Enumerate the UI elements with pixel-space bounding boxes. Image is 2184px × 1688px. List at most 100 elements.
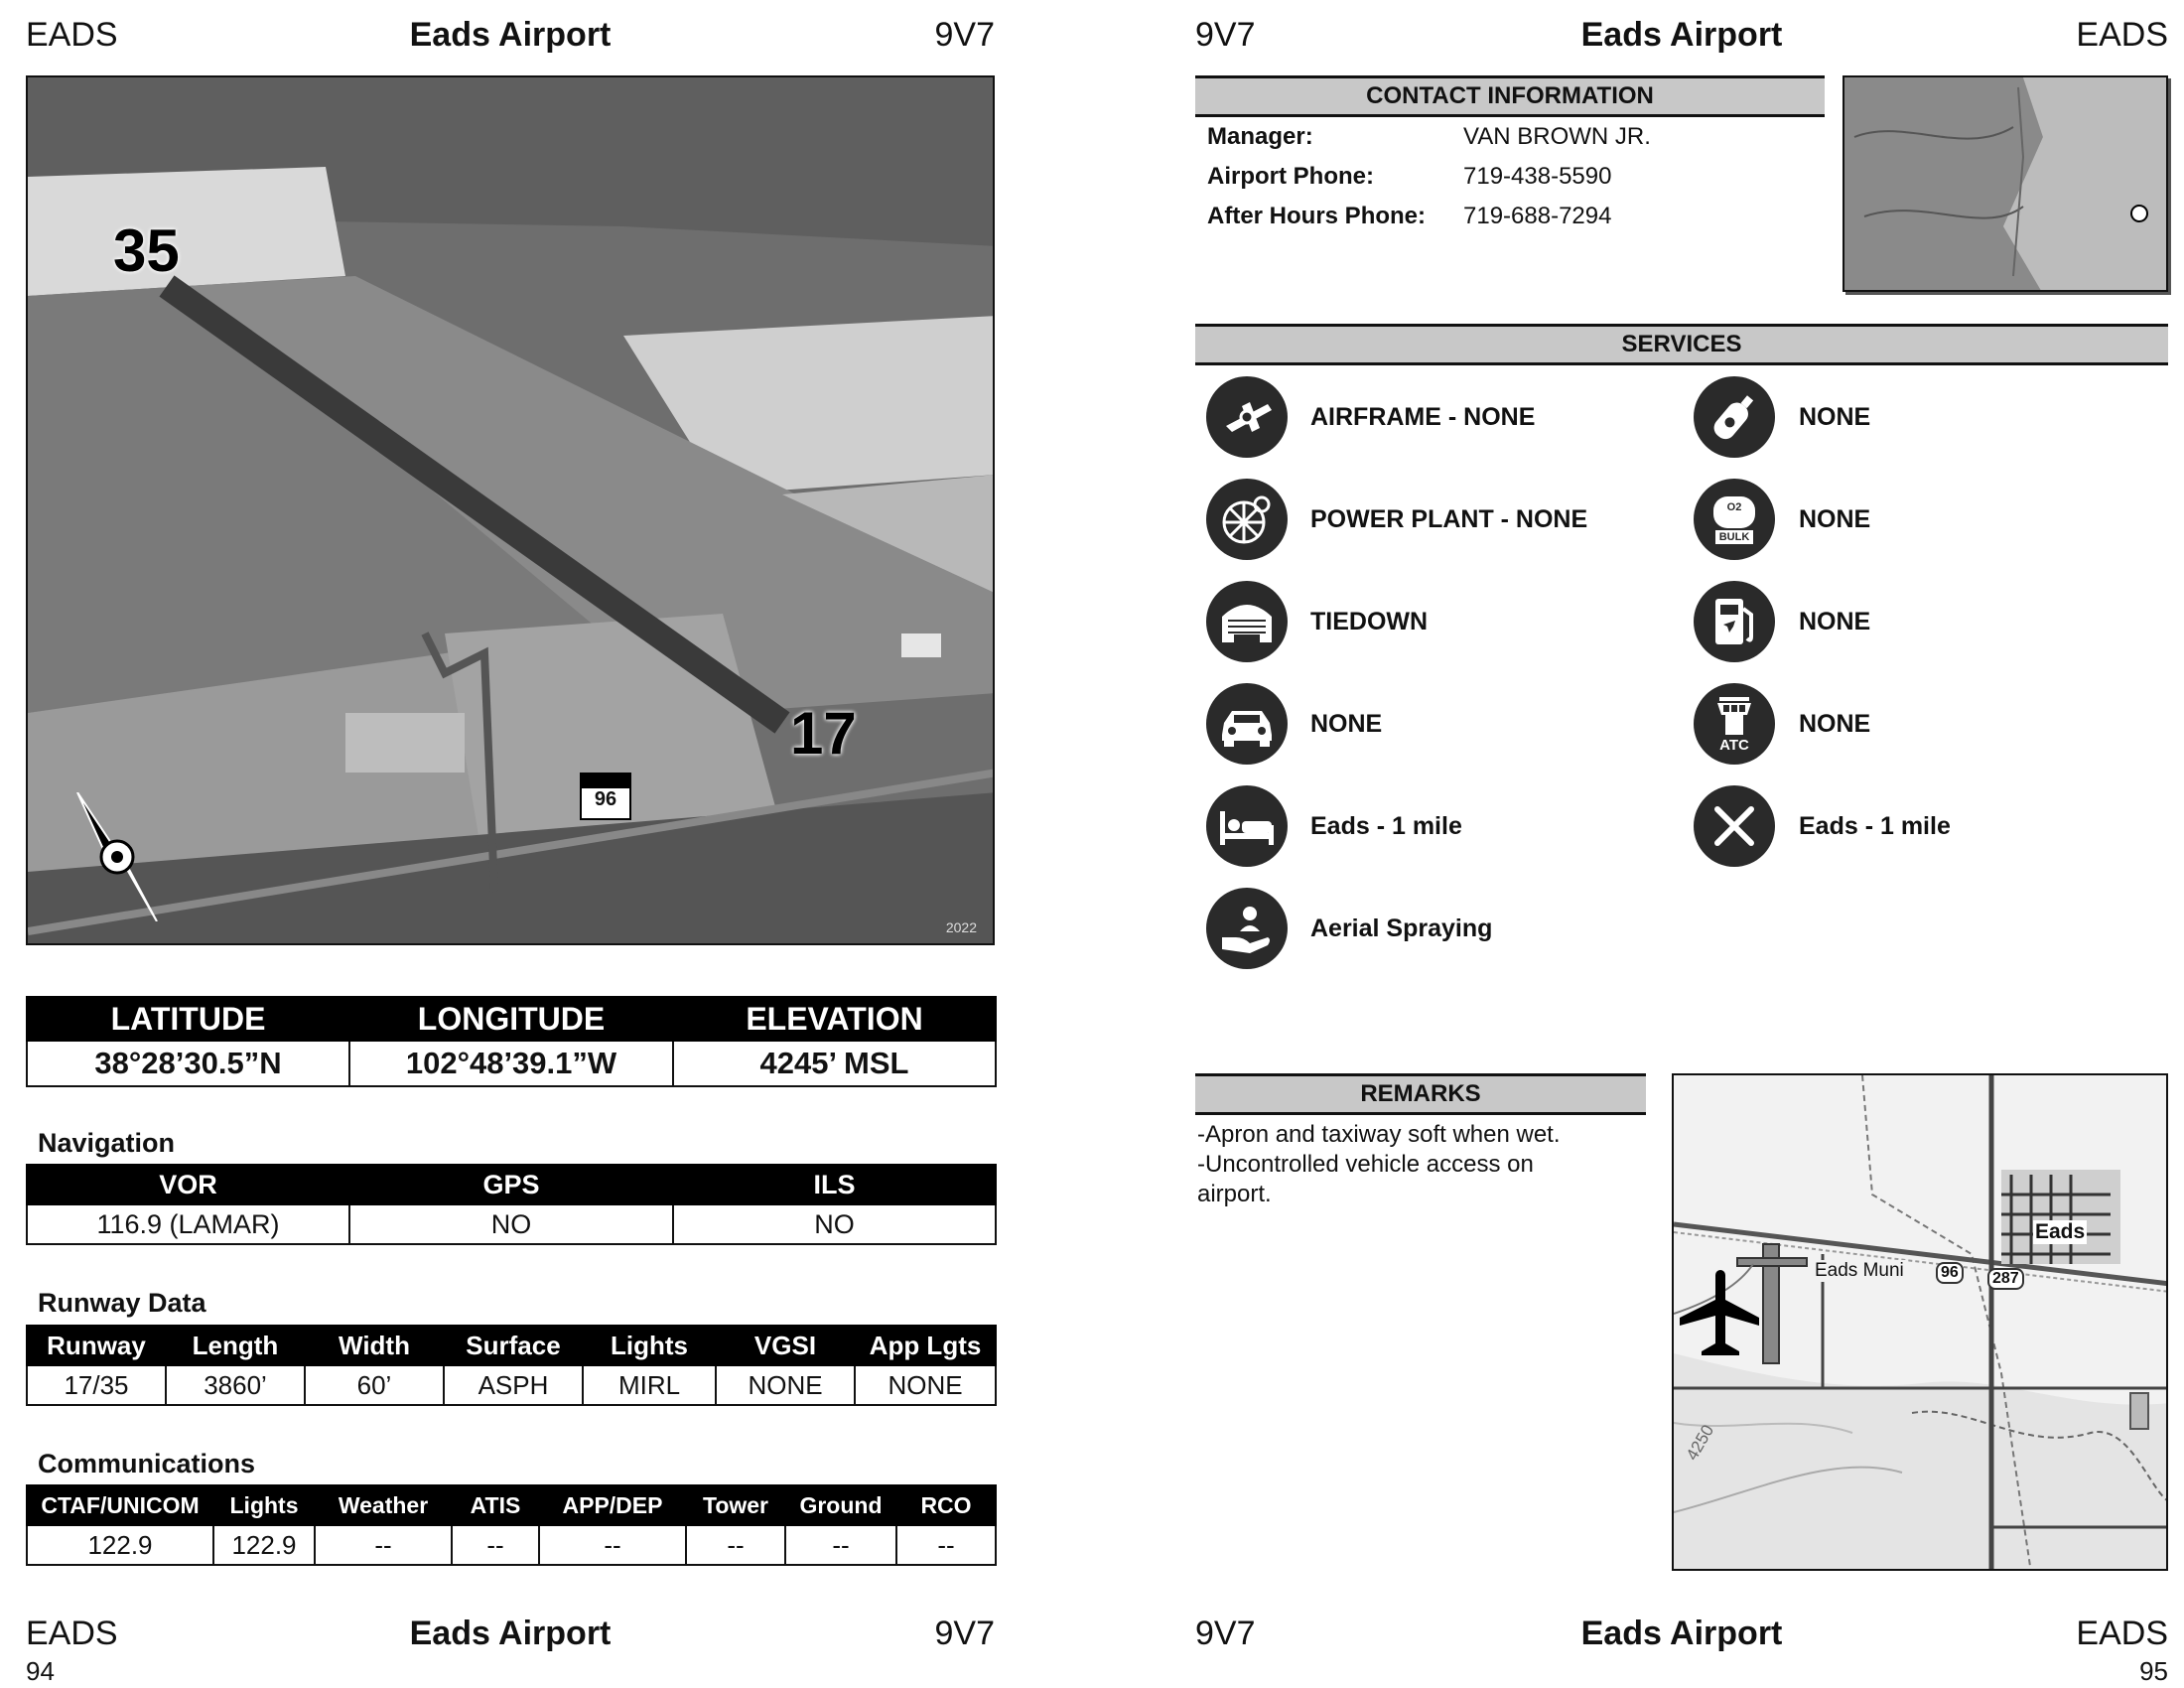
ils-value: NO xyxy=(672,1203,997,1245)
tower-header: Tower xyxy=(685,1484,786,1526)
remarks-band: REMARKS xyxy=(1195,1073,1646,1115)
photo-year: 2022 xyxy=(945,919,977,935)
latitude-header: LATITUDE xyxy=(26,996,350,1042)
town-label: Eads xyxy=(2033,1220,2088,1244)
oxygen-bottle-icon xyxy=(1694,376,1775,458)
elevation-header: ELEVATION xyxy=(672,996,997,1042)
left-footer-title: Eads Airport xyxy=(409,1615,612,1652)
comms-lights-value: 122.9 xyxy=(212,1524,316,1566)
app-lgts-header: App Lgts xyxy=(854,1325,997,1366)
surface-header: Surface xyxy=(443,1325,584,1366)
bed-icon xyxy=(1206,785,1288,867)
elevation-value: 4245’ MSL xyxy=(672,1040,997,1087)
width-value: 60’ xyxy=(304,1364,445,1406)
airport-phone-label: Airport Phone: xyxy=(1207,163,1374,190)
remark-line-1: -Apron and taxiway soft when wet. xyxy=(1197,1121,1561,1148)
communications-table: CTAF/UNICOM Lights Weather ATIS APP/DEP … xyxy=(26,1484,997,1566)
food-text: Eads - 1 mile xyxy=(1799,812,1951,840)
runway-35-label: 35 xyxy=(113,217,180,284)
ground-value: -- xyxy=(784,1524,897,1566)
navigation-table: VOR GPS ILS 116.9 (LAMAR) NO NO xyxy=(26,1164,997,1245)
runway-value: 17/35 xyxy=(26,1364,167,1406)
state-locator-map xyxy=(1843,75,2168,292)
width-header: Width xyxy=(304,1325,445,1366)
oxygen-text: NONE xyxy=(1799,403,1871,431)
airplane-icon xyxy=(1680,1270,1759,1364)
ctaf-header: CTAF/UNICOM xyxy=(26,1484,214,1526)
atis-header: ATIS xyxy=(451,1484,540,1526)
compass-icon xyxy=(68,791,167,926)
ground-header: Ground xyxy=(784,1484,897,1526)
bulk-oxygen-icon: O2 BULK xyxy=(1694,479,1775,560)
vgsi-value: NONE xyxy=(715,1364,856,1406)
airframe-text: AIRFRAME - NONE xyxy=(1310,403,1536,431)
car-text: NONE xyxy=(1310,710,1383,738)
vor-header: VOR xyxy=(26,1164,350,1205)
app-dep-header: APP/DEP xyxy=(538,1484,687,1526)
atc-text: NONE xyxy=(1799,710,1871,738)
rco-value: -- xyxy=(895,1524,997,1566)
remark-line-2: -Uncontrolled vehicle access on xyxy=(1197,1151,1534,1178)
vgsi-header: VGSI xyxy=(715,1325,856,1366)
weather-value: -- xyxy=(314,1524,453,1566)
airport-map-label: Eads Muni xyxy=(1813,1260,1906,1282)
aerial-spraying-text: Aerial Spraying xyxy=(1310,914,1493,942)
right-page-number: 95 xyxy=(2139,1656,2168,1686)
highway-shield: 96 xyxy=(580,773,631,820)
vor-value: 116.9 (LAMAR) xyxy=(26,1203,350,1245)
right-header-title: Eads Airport xyxy=(1580,16,1783,54)
services-band: SERVICES xyxy=(1195,324,2168,365)
right-footer-code: EADS xyxy=(2076,1615,2168,1652)
airport-phone-value: 719-438-5590 xyxy=(1463,163,1612,190)
left-footer-id: 9V7 xyxy=(934,1615,996,1652)
communications-title: Communications xyxy=(38,1449,256,1478)
fuel-text: NONE xyxy=(1799,608,1871,635)
power-plant-icon xyxy=(1206,479,1288,560)
bulk-oxygen-text: NONE xyxy=(1799,505,1871,533)
atc-tower-icon: ATC xyxy=(1694,683,1775,765)
atc-badge: ATC xyxy=(1719,737,1749,754)
comms-lights-header: Lights xyxy=(212,1484,316,1526)
hand-person-icon xyxy=(1206,888,1288,969)
after-hours-phone-value: 719-688-7294 xyxy=(1463,203,1612,229)
navigation-title: Navigation xyxy=(38,1128,176,1158)
surface-value: ASPH xyxy=(443,1364,584,1406)
bulk-oxygen-badge: BULK xyxy=(1718,531,1750,543)
position-table: LATITUDE LONGITUDE ELEVATION 38°28’30.5”… xyxy=(26,996,997,1087)
ctaf-value: 122.9 xyxy=(26,1524,214,1566)
length-value: 3860’ xyxy=(165,1364,306,1406)
left-footer-code: EADS xyxy=(26,1615,118,1652)
vicinity-map: Eads Eads Muni 96 287 4250 xyxy=(1672,1073,2168,1571)
aerial-photo-graphic xyxy=(28,77,993,943)
gps-value: NO xyxy=(348,1203,674,1245)
route-96-shield: 96 xyxy=(1936,1262,1964,1284)
longitude-header: LONGITUDE xyxy=(348,996,674,1042)
bulk-oxygen-top: O2 xyxy=(1726,501,1742,513)
right-header-code: EADS xyxy=(2076,16,2168,54)
atis-value: -- xyxy=(451,1524,540,1566)
power-plant-text: POWER PLANT - NONE xyxy=(1310,505,1588,533)
tower-value: -- xyxy=(685,1524,786,1566)
left-header-id: 9V7 xyxy=(934,16,996,54)
tiedown-text: TIEDOWN xyxy=(1310,608,1429,635)
right-header-id: 9V7 xyxy=(1195,16,1256,54)
right-footer-title: Eads Airport xyxy=(1580,1615,1783,1652)
manager-value: VAN BROWN JR. xyxy=(1463,123,1651,150)
after-hours-phone-label: After Hours Phone: xyxy=(1207,203,1427,229)
left-page-number: 94 xyxy=(26,1656,55,1686)
route-287-shield: 287 xyxy=(1987,1268,2024,1290)
runway-table: Runway Length Width Surface Lights VGSI … xyxy=(26,1325,997,1406)
lodging-text: Eads - 1 mile xyxy=(1310,812,1462,840)
ils-header: ILS xyxy=(672,1164,997,1205)
longitude-value: 102°48’39.1”W xyxy=(348,1040,674,1087)
fork-knife-icon xyxy=(1694,785,1775,867)
rco-header: RCO xyxy=(895,1484,997,1526)
runway-17-label: 17 xyxy=(790,700,857,767)
remark-line-3: airport. xyxy=(1197,1181,1272,1207)
car-icon xyxy=(1206,683,1288,765)
right-footer-id: 9V7 xyxy=(1195,1615,1256,1652)
latitude-value: 38°28’30.5”N xyxy=(26,1040,350,1087)
left-header-title: Eads Airport xyxy=(409,16,612,54)
weather-header: Weather xyxy=(314,1484,453,1526)
aerial-photo: 35 17 96 2022 xyxy=(26,75,995,945)
